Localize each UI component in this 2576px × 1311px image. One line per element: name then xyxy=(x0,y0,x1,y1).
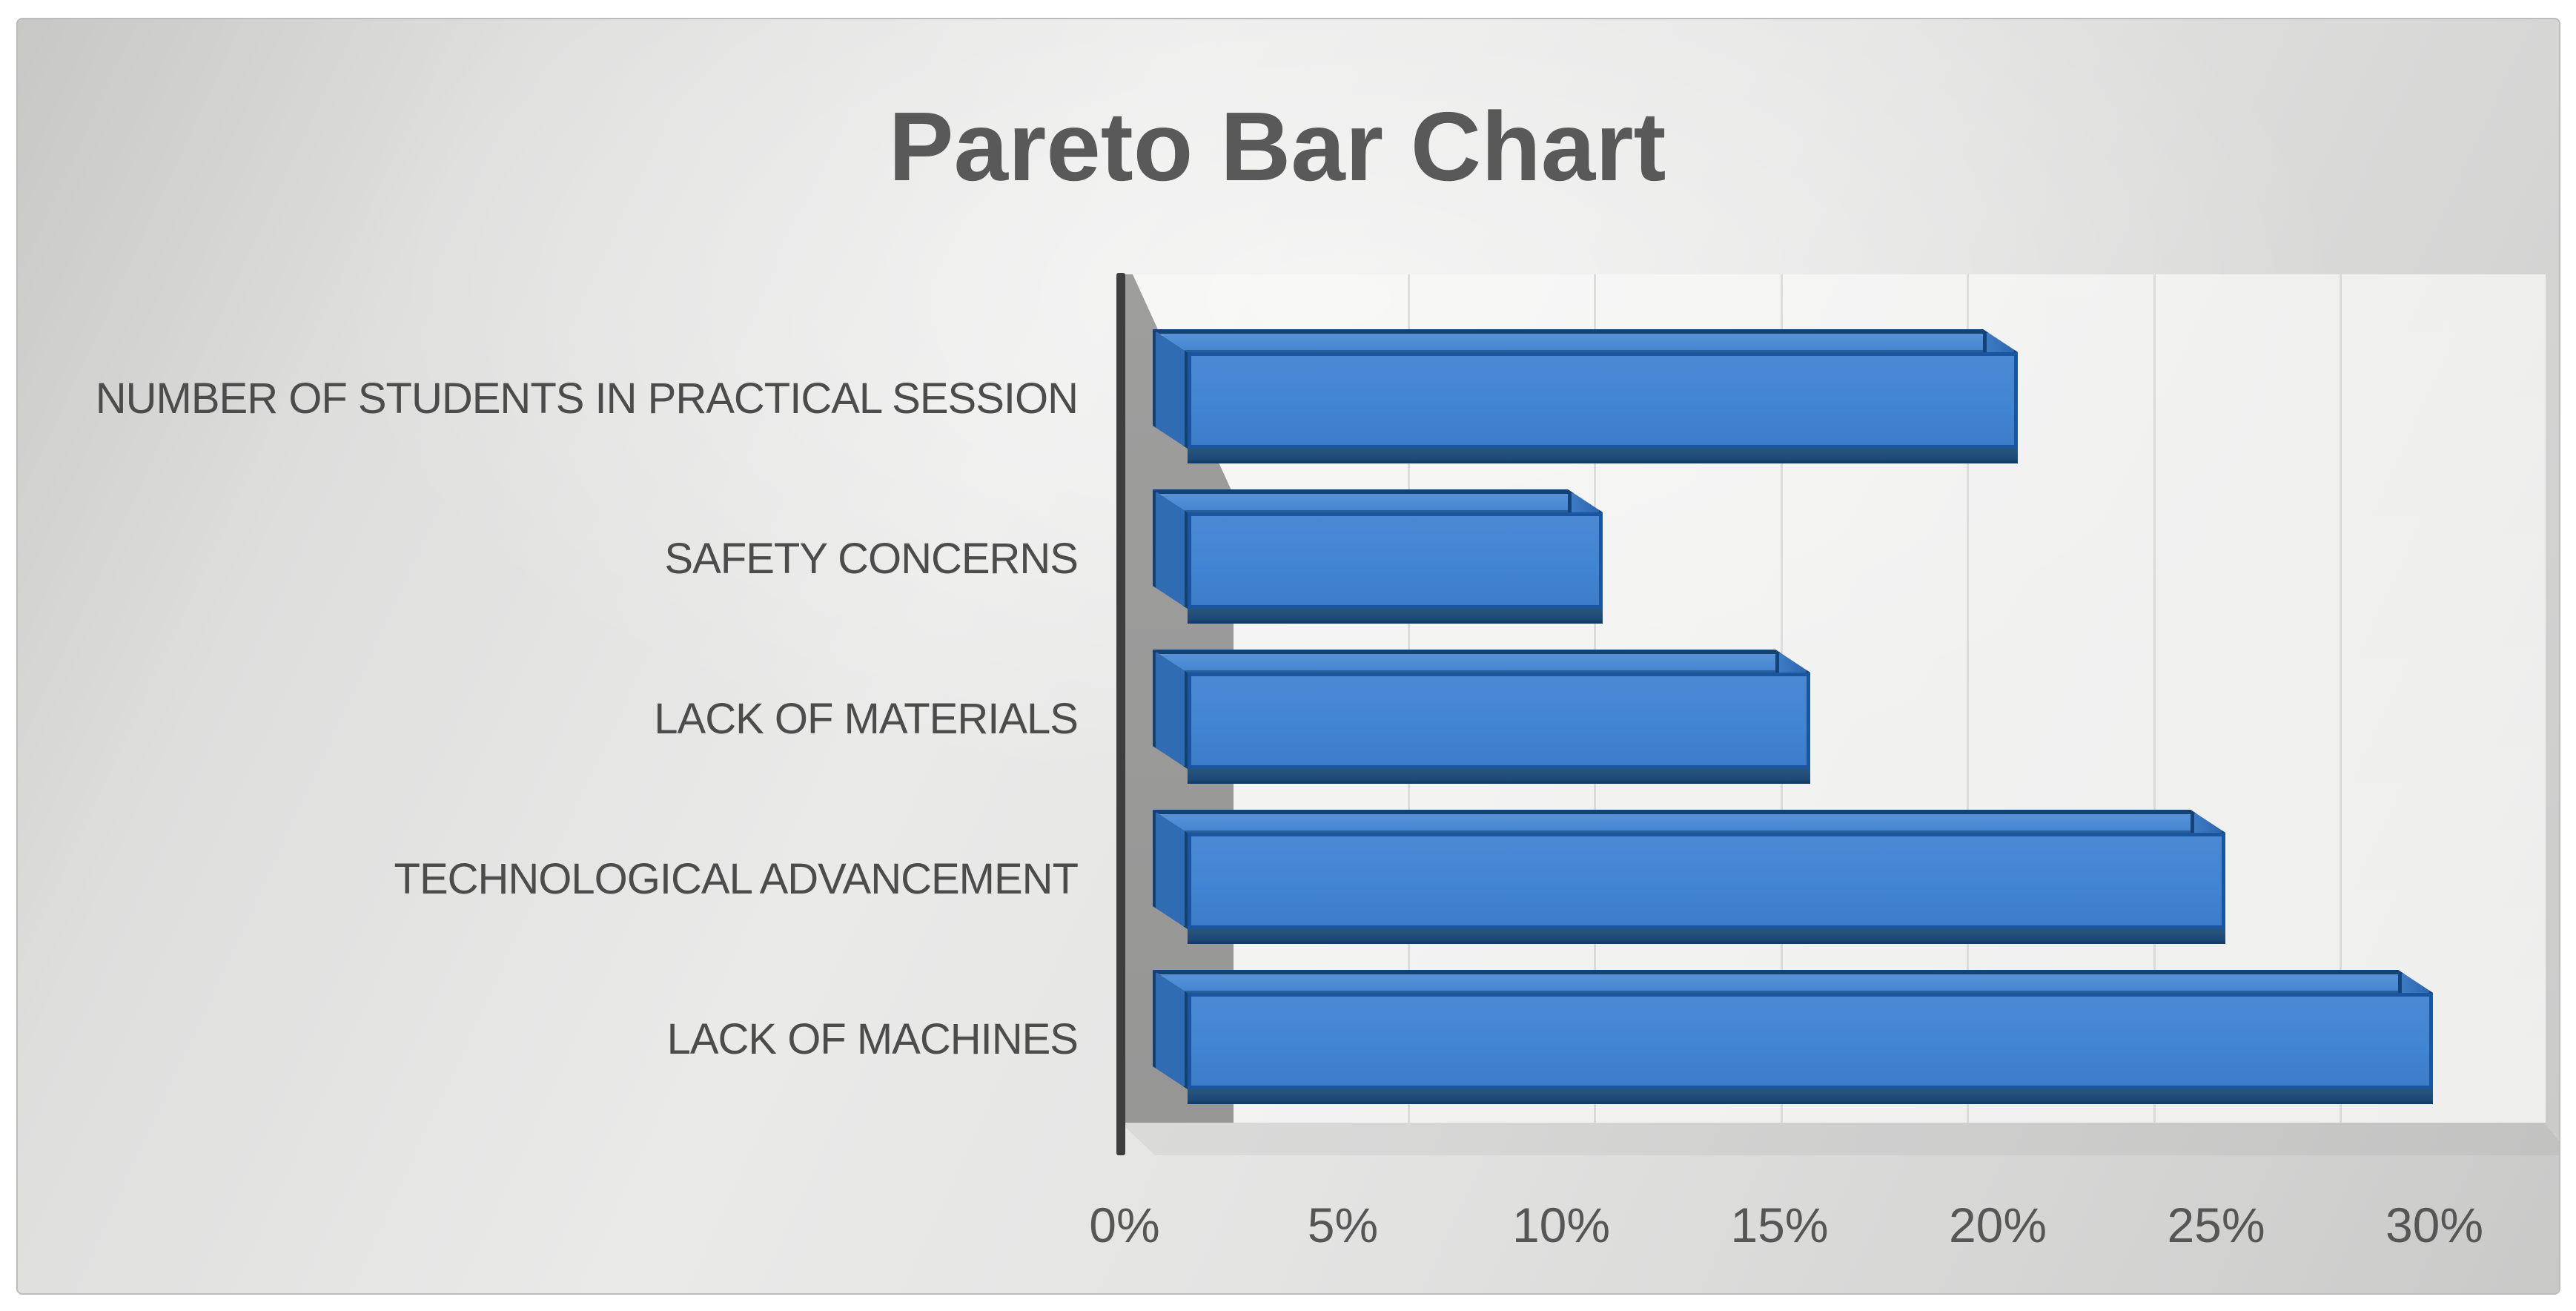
x-tick-label: 10% xyxy=(1512,1198,1611,1252)
chart-title: Pareto Bar Chart xyxy=(888,92,1666,201)
bar xyxy=(1153,489,1603,624)
bar-front-face xyxy=(1188,352,2018,449)
category-label: TECHNOLOGICAL ADVANCEMENT xyxy=(394,855,1079,903)
bar xyxy=(1153,650,1810,784)
gridline xyxy=(1967,274,1969,1123)
category-label: NUMBER OF STUDENTS IN PRACTICAL SESSION xyxy=(95,374,1079,423)
bar-front-face xyxy=(1188,993,2433,1089)
plot-floor xyxy=(1121,1123,2559,1155)
bar-underside xyxy=(1188,767,1810,784)
x-tick-label: 20% xyxy=(1948,1198,2047,1252)
bar-underside xyxy=(1188,607,1603,624)
category-label: LACK OF MATERIALS xyxy=(654,695,1079,743)
bar-underside xyxy=(1188,1088,2433,1104)
bar-left-cap xyxy=(1153,650,1188,769)
bar-left-cap xyxy=(1153,810,1188,929)
gridline xyxy=(2340,274,2342,1123)
bar-top-face xyxy=(1153,329,2018,352)
bar-top-face xyxy=(1153,970,2433,993)
bar-left-cap xyxy=(1153,970,1188,1089)
bar-left-cap xyxy=(1153,489,1188,609)
x-tick-label: 5% xyxy=(1307,1198,1379,1252)
bar-front-face xyxy=(1188,833,2225,929)
bar-underside xyxy=(1188,928,2225,944)
chart-panel: Pareto Bar Chart NUMBER OF STUDENTS IN P… xyxy=(16,18,2560,1295)
bar xyxy=(1153,970,2433,1104)
category-label: LACK OF MACHINES xyxy=(666,1015,1079,1063)
category-axis-line xyxy=(1116,273,1125,1155)
bar-left-cap xyxy=(1153,329,1188,449)
x-tick-label: 25% xyxy=(2167,1198,2265,1252)
x-tick-label: 0% xyxy=(1089,1198,1160,1252)
bar xyxy=(1153,810,2225,944)
bar-front-face xyxy=(1188,512,1603,609)
bar xyxy=(1153,329,2018,463)
bar-top-face xyxy=(1153,650,1810,673)
bar-front-face xyxy=(1188,673,1810,769)
category-label: SAFETY CONCERNS xyxy=(664,535,1079,583)
x-tick-label: 15% xyxy=(1730,1198,1829,1252)
bar-top-face xyxy=(1153,810,2225,833)
x-tick-label: 30% xyxy=(2385,1198,2484,1252)
bar-underside xyxy=(1188,447,2018,463)
gridline xyxy=(2153,274,2156,1123)
bar-top-face xyxy=(1153,489,1603,512)
